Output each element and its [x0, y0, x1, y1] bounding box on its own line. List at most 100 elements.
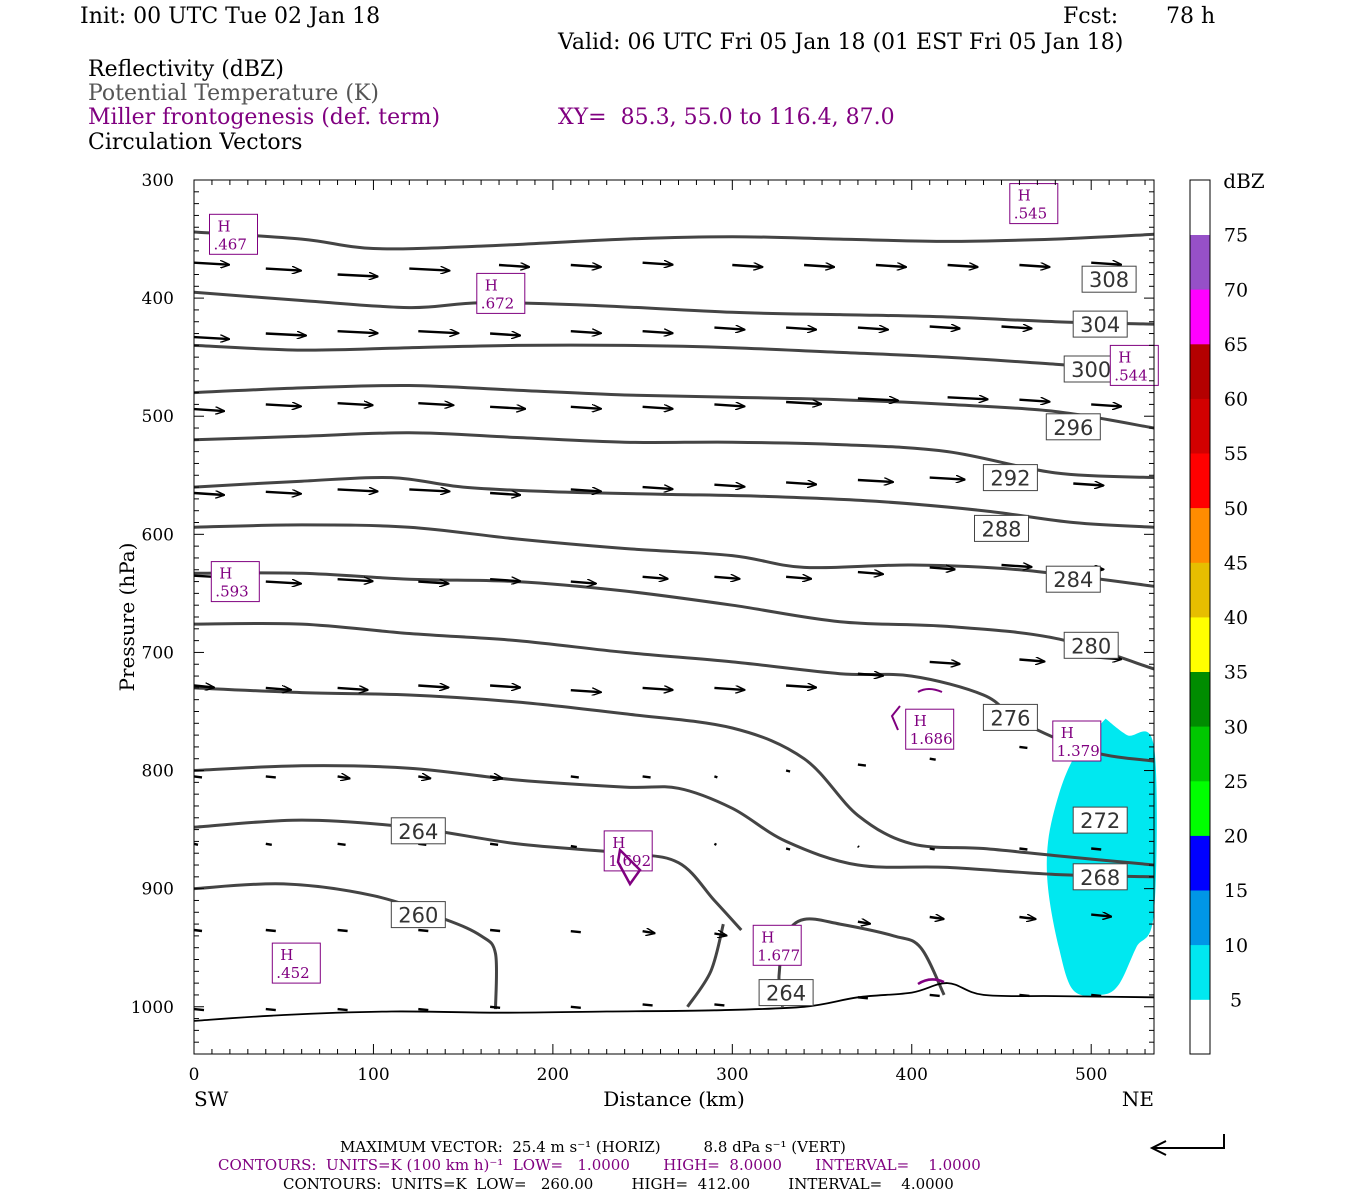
circulation-vector [570, 690, 601, 692]
circulation-vector [857, 328, 888, 330]
circulation-vector [337, 579, 373, 581]
circulation-vector [570, 407, 601, 409]
colorbar-swatch [1190, 835, 1210, 891]
y-axis-title: Pressure (hPa) [115, 543, 139, 692]
circulation-vector [418, 686, 448, 688]
circulation-vector [947, 265, 978, 267]
circulation-vector [1091, 847, 1102, 851]
circulation-vector [570, 930, 581, 934]
colorbar-swatch [1190, 562, 1210, 618]
theta-label: 288 [981, 517, 1021, 541]
colorbar-unit: dBZ [1223, 169, 1265, 193]
theta-label-box [1072, 863, 1128, 891]
reflectivity-5dbz-area [1046, 718, 1157, 996]
colorbar-swatch [1190, 343, 1210, 399]
circulation-vector [1019, 745, 1028, 750]
circulation-vector [337, 842, 346, 846]
theta-label: 292 [990, 467, 1030, 491]
circulation-vector [337, 928, 348, 933]
circulation-vector [642, 407, 673, 409]
colorbar-level: 20 [1224, 826, 1248, 848]
colorbar-level: 25 [1224, 771, 1248, 793]
circulation-vector [265, 688, 291, 690]
circulation-vector [418, 582, 448, 584]
circulation-vector [265, 404, 301, 406]
circulation-vector [193, 686, 214, 688]
frontogenesis-max-value: .545 [1014, 205, 1047, 223]
circulation-vector [929, 327, 960, 329]
frontogenesis-max-box [1052, 720, 1102, 762]
colorbar-frame [1189, 179, 1211, 1055]
circulation-vector [642, 263, 673, 265]
circulation-vector [785, 847, 791, 851]
theta-label: 300 [1071, 358, 1111, 382]
y-tick-label: 400 [142, 289, 174, 309]
theta-label-box [758, 979, 814, 1007]
frontogenesis-max-box [271, 942, 321, 984]
frontogenesis-max-box [752, 924, 802, 966]
frontogenesis-max-box [209, 213, 258, 255]
circulation-vector [857, 480, 893, 482]
frontogenesis-max-value: .467 [214, 235, 247, 253]
circulation-vector [337, 403, 373, 405]
circulation-vector [1019, 265, 1049, 267]
colorbar-level: 45 [1224, 552, 1248, 574]
forecast-hour: 78 h [1166, 4, 1216, 29]
circulation-vector [929, 917, 944, 919]
theta-contour-308 [193, 230, 1155, 251]
circulation-vector [409, 269, 449, 271]
circulation-vector [570, 1005, 581, 1009]
theta-label: 308 [1089, 268, 1129, 292]
circulation-vector [1091, 263, 1121, 265]
cross-section-xy: XY= 85.3, 55.0 to 116.4, 87.0 [558, 105, 895, 130]
terrain-surface [193, 982, 1155, 1022]
circulation-vector [714, 775, 718, 779]
circulation-vector [193, 928, 203, 933]
frontogenesis-max-label: H [1118, 348, 1131, 366]
theta-contour-note: CONTOURS: UNITS=K LOW= 260.00 HIGH= 412.… [283, 1175, 954, 1193]
frontogenesis-max-box [1109, 344, 1159, 386]
circulation-vector [714, 688, 744, 690]
colorbar-swatch [1190, 507, 1210, 563]
colorbar-swatch [1190, 398, 1210, 454]
circulation-vector [1019, 993, 1030, 998]
circulation-vector [490, 686, 520, 688]
circulation-vector [409, 489, 449, 491]
frontogenesis-max-label: H [218, 217, 231, 235]
circulation-vector [489, 842, 499, 846]
circulation-vector [929, 567, 955, 569]
circulation-vector [490, 334, 520, 336]
circulation-vector [1091, 915, 1111, 917]
circulation-vector [642, 1003, 653, 1007]
circulation-vector [857, 674, 883, 676]
circulation-vector [642, 331, 673, 333]
theta-contours [193, 230, 1155, 1010]
circulation-vector [265, 1007, 276, 1012]
frontogenesis-max-label: H [485, 276, 498, 294]
y-tick-label: 900 [142, 880, 174, 900]
circulation-vector [337, 1007, 348, 1012]
field-vectors: Circulation Vectors [88, 130, 303, 155]
valid-time: Valid: 06 UTC Fri 05 Jan 18 (01 EST Fri … [558, 30, 1124, 55]
x-tick-label: 400 [896, 1065, 928, 1085]
circulation-vector [490, 579, 520, 581]
circulation-vector [490, 407, 525, 409]
colorbar-level: 5 [1230, 989, 1242, 1011]
theta-label: 280 [1071, 634, 1111, 658]
theta-label-box [982, 464, 1038, 492]
circulation-vector [857, 399, 898, 401]
circulation-vector [265, 842, 272, 846]
circulation-vector [786, 686, 816, 688]
circulation-vector [929, 993, 940, 998]
circulation-vector [1091, 404, 1121, 406]
circulation-vector [929, 757, 936, 761]
theta-contour-280 [193, 571, 1155, 671]
theta-contour-292 [193, 431, 1155, 480]
circulation-vector [570, 265, 601, 267]
circulation-vector [265, 582, 301, 584]
theta-label: 272 [1080, 809, 1120, 833]
circulation-vector [642, 487, 673, 489]
plot-frame [193, 179, 1155, 1055]
colorbar-level: 15 [1224, 880, 1248, 902]
theta-label-box [1063, 355, 1119, 383]
